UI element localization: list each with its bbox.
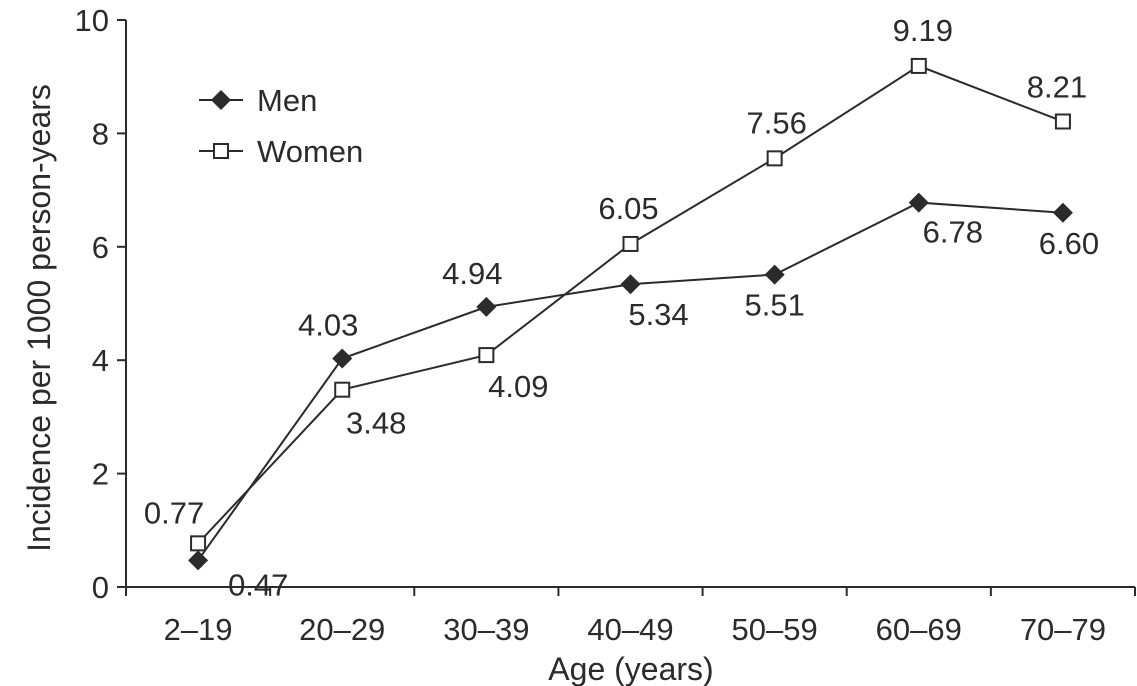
y-tick-label: 8 <box>92 116 109 151</box>
men-point <box>476 296 497 317</box>
men-point <box>620 274 641 295</box>
legend-women-label: Women <box>257 134 363 169</box>
women-data-label: 8.21 <box>1027 69 1087 104</box>
women-point <box>190 535 207 552</box>
y-tick-label: 6 <box>92 230 109 265</box>
x-tick-label: 70–79 <box>1020 612 1106 647</box>
y-axis-title: Incidence per 1000 person-years <box>21 84 57 552</box>
men-data-label: 0.47 <box>228 567 288 602</box>
x-tick-label: 30–39 <box>443 612 529 647</box>
y-tick-label: 2 <box>92 457 109 492</box>
women-point <box>910 57 927 74</box>
series-line-men <box>197 201 1063 561</box>
men-data-label: 4.03 <box>298 307 358 342</box>
women-data-label: 4.09 <box>488 369 548 404</box>
women-data-label: 6.05 <box>598 191 658 226</box>
men-data-label: 6.60 <box>1039 226 1099 261</box>
women-point <box>766 150 783 167</box>
x-tick-label: 50–59 <box>732 612 818 647</box>
men-point <box>332 348 353 369</box>
men-data-label: 6.78 <box>923 215 983 250</box>
women-data-label: 0.77 <box>144 495 204 530</box>
legend: Men Women <box>199 83 363 169</box>
men-point <box>764 264 785 285</box>
x-axis-title: Age (years) <box>548 651 713 686</box>
y-tick-label: 10 <box>75 3 109 38</box>
men-data-label: 5.51 <box>744 288 804 323</box>
axes: 0 2 4 6 8 10 2–19 20–29 30–39 40–49 50–59 60–69 70–7… <box>75 3 1136 647</box>
women-data-label: 3.48 <box>346 406 406 441</box>
women-point <box>1054 113 1071 130</box>
y-tick-label: 4 <box>92 343 109 378</box>
x-tick-label: 40–49 <box>587 612 673 647</box>
data-labels: 0.47 4.03 4.94 5.34 5.51 6.78 6.60 0.77 3.48 4.09… <box>144 13 1099 602</box>
men-point <box>908 192 929 213</box>
legend-men-label: Men <box>257 83 317 118</box>
women-data-label: 7.56 <box>746 105 806 140</box>
y-tick-label: 0 <box>92 570 109 605</box>
legend-men-marker <box>211 90 231 110</box>
men-data-label: 5.34 <box>628 297 688 332</box>
men-data-label: 4.94 <box>442 256 502 291</box>
x-tick-label: 2–19 <box>164 612 233 647</box>
legend-women-marker <box>213 143 229 159</box>
men-point <box>188 550 209 571</box>
women-point <box>622 235 639 252</box>
x-tick-label: 20–29 <box>299 612 385 647</box>
women-data-label: 9.19 <box>893 13 953 48</box>
women-point <box>334 381 351 398</box>
series-markers <box>188 57 1073 571</box>
x-tick-label: 60–69 <box>876 612 962 647</box>
men-point <box>1052 202 1073 223</box>
women-point <box>478 347 495 364</box>
